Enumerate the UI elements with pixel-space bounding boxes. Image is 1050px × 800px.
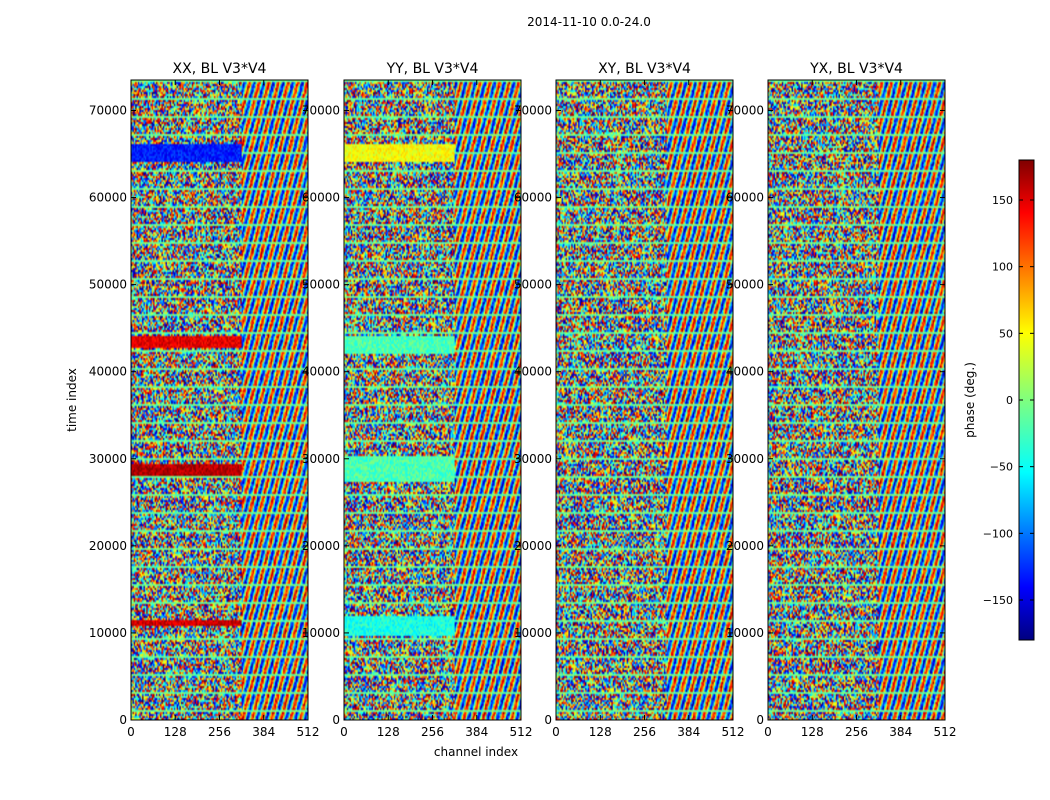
x-axis-label: channel index xyxy=(434,745,518,759)
panel-3-title: XY, BL V3*V4 xyxy=(598,61,691,77)
x-tick-label: 384 xyxy=(465,725,488,739)
y-tick-label: 40000 xyxy=(726,365,764,379)
x-tick-label: 512 xyxy=(510,725,533,739)
x-tick-label: 384 xyxy=(677,725,700,739)
x-tick-label: 512 xyxy=(934,725,957,739)
x-tick-label: 512 xyxy=(297,725,320,739)
x-tick-label: 384 xyxy=(252,725,275,739)
colorbar-tick-label: 50 xyxy=(999,327,1013,340)
panel-2-title: YY, BL V3*V4 xyxy=(386,61,479,77)
x-tick-label: 0 xyxy=(340,725,348,739)
x-tick-label: 0 xyxy=(764,725,772,739)
colorbar-tick-label: −50 xyxy=(990,461,1013,474)
panel-4: YX, BL V3*V4 0 128 256 384 512 0 10000 20000 3000… xyxy=(726,61,957,739)
y-tick-label: 30000 xyxy=(514,452,552,466)
y-tick-label: 0 xyxy=(119,713,127,727)
y-tick-label: 40000 xyxy=(514,365,552,379)
x-tick-label: 512 xyxy=(722,725,745,739)
colorbar-label: phase (deg.) xyxy=(963,362,977,438)
figure-suptitle: 2014-11-10 0.0-24.0 xyxy=(527,15,651,29)
panel-2: YY, BL V3*V4 0 128 256 384 512 0 10000 20000 3000… xyxy=(302,61,533,739)
colorbar: −150 −100 −50 0 50 100 150 phase (deg.) xyxy=(963,159,1035,641)
y-tick-label: 10000 xyxy=(514,626,552,640)
panel-3: XY, BL V3*V4 0 128 256 384 512 0 10000 20000 3000… xyxy=(514,61,745,739)
y-tick-label: 20000 xyxy=(302,539,340,553)
x-tick-label: 256 xyxy=(208,725,231,739)
x-tick-label: 128 xyxy=(801,725,824,739)
panel-2-heatmap xyxy=(344,80,521,720)
y-tick-label: 30000 xyxy=(302,452,340,466)
colorbar-tick-label: 150 xyxy=(992,194,1013,207)
y-tick-label: 10000 xyxy=(89,626,127,640)
colorbar-tick-label: −150 xyxy=(983,594,1013,607)
y-tick-label: 20000 xyxy=(514,539,552,553)
y-tick-label: 40000 xyxy=(302,365,340,379)
y-tick-label: 70000 xyxy=(89,103,127,117)
x-tick-label: 256 xyxy=(845,725,868,739)
x-tick-label: 0 xyxy=(552,725,560,739)
y-tick-label: 10000 xyxy=(726,626,764,640)
y-tick-label: 20000 xyxy=(89,539,127,553)
colorbar-tick-label: 100 xyxy=(992,261,1013,274)
x-tick-label: 128 xyxy=(589,725,612,739)
y-axis-label: time index xyxy=(65,368,79,432)
y-tick-label: 40000 xyxy=(89,365,127,379)
y-tick-label: 0 xyxy=(756,713,764,727)
y-tick-label: 30000 xyxy=(726,452,764,466)
panel-1-title: XX, BL V3*V4 xyxy=(173,61,267,77)
y-tick-label: 50000 xyxy=(726,278,764,292)
x-tick-label: 128 xyxy=(164,725,187,739)
panel-1-heatmap xyxy=(131,80,308,720)
y-tick-label: 0 xyxy=(544,713,552,727)
y-tick-label: 70000 xyxy=(302,103,340,117)
panel-4-title: YX, BL V3*V4 xyxy=(809,61,903,77)
y-tick-label: 20000 xyxy=(726,539,764,553)
x-tick-label: 256 xyxy=(633,725,656,739)
y-tick-label: 30000 xyxy=(89,452,127,466)
y-tick-label: 50000 xyxy=(514,278,552,292)
panel-3-heatmap xyxy=(556,80,733,720)
y-tick-label: 70000 xyxy=(514,103,552,117)
y-tick-label: 50000 xyxy=(302,278,340,292)
x-tick-label: 256 xyxy=(421,725,444,739)
x-tick-label: 128 xyxy=(377,725,400,739)
colorbar-tick-label: 0 xyxy=(1006,394,1013,407)
panel-1: XX, BL V3*V4 0 128 256 384 512 0 10000 20000 3000… xyxy=(65,61,518,759)
y-tick-label: 60000 xyxy=(302,191,340,205)
panel-4-heatmap xyxy=(768,80,945,720)
y-tick-label: 60000 xyxy=(726,191,764,205)
y-tick-label: 60000 xyxy=(514,191,552,205)
y-tick-label: 0 xyxy=(332,713,340,727)
x-tick-label: 0 xyxy=(127,725,135,739)
x-tick-label: 384 xyxy=(889,725,912,739)
y-tick-label: 70000 xyxy=(726,103,764,117)
y-tick-label: 60000 xyxy=(89,191,127,205)
y-tick-label: 10000 xyxy=(302,626,340,640)
colorbar-tick-label: −100 xyxy=(983,527,1013,540)
y-tick-label: 50000 xyxy=(89,278,127,292)
